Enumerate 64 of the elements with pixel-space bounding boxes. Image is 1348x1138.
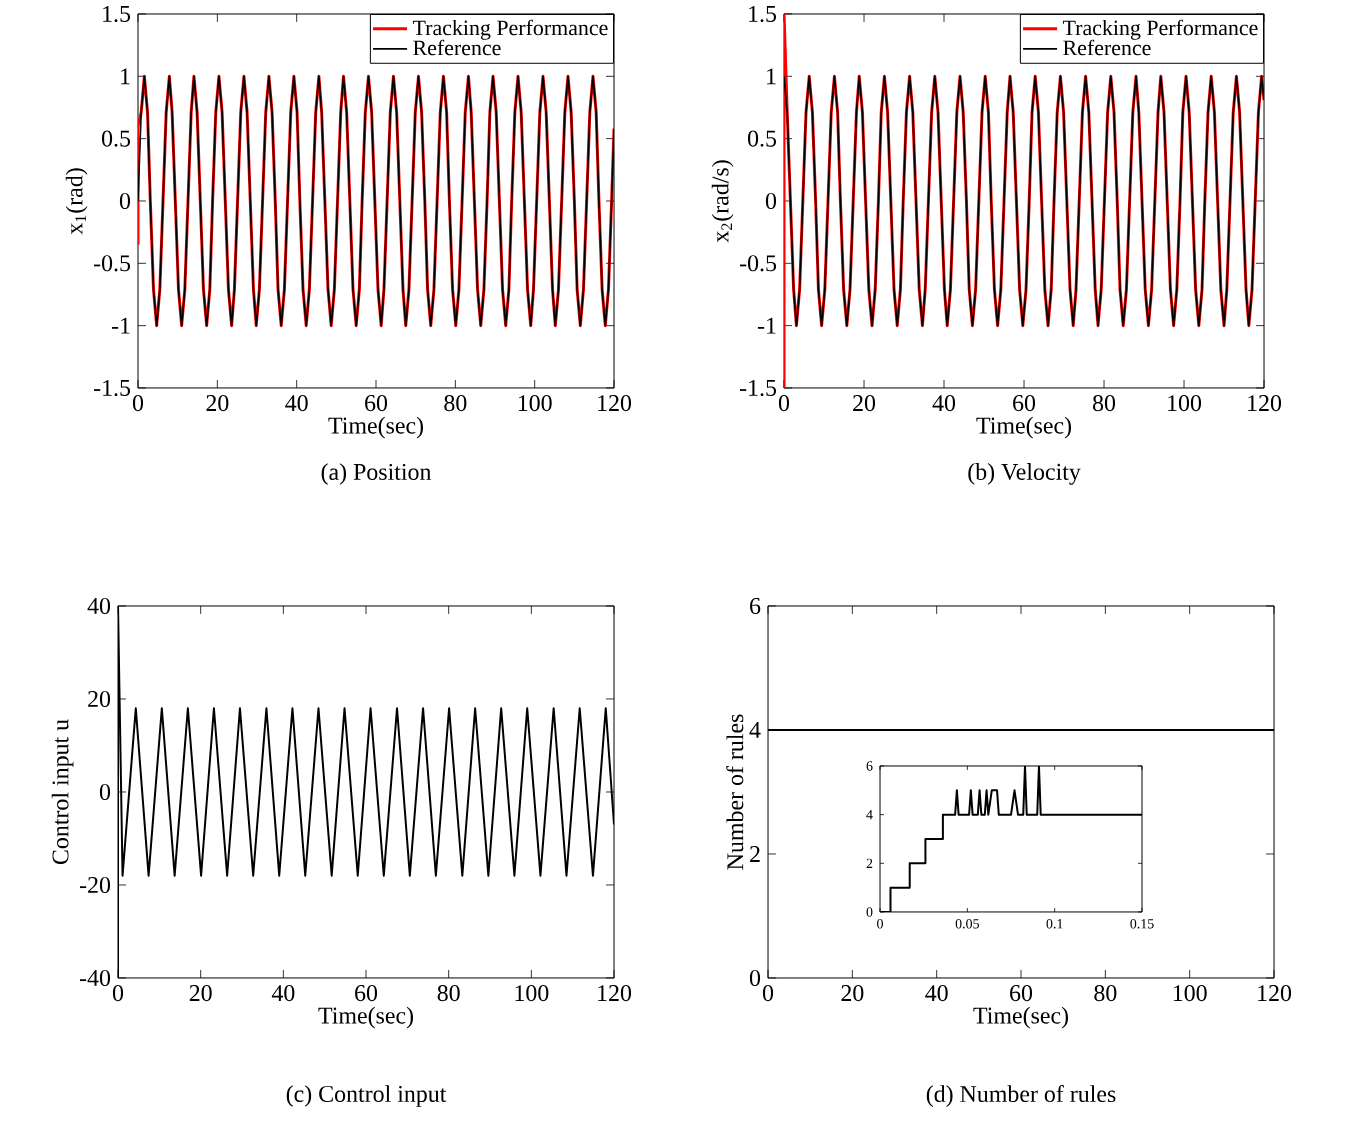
x-tick-label: 120 (598, 395, 632, 412)
y-tick-label: 1.5 (103, 5, 131, 23)
y-tick-label: 1 (767, 68, 776, 85)
x-axis-title: Time(sec) (976, 416, 1072, 439)
x-tick-label: 20 (189, 985, 212, 1002)
x-tick-label: 80 (444, 395, 467, 412)
text: (a) Position (321, 463, 432, 485)
y-tick-label: 1.5 (749, 5, 777, 23)
text: (d) Number of rules (926, 1085, 1116, 1107)
y-tick-label: -1 (111, 317, 130, 334)
y-tick-label: 40 (87, 597, 111, 615)
x-axis-title: Time(sec) (973, 1006, 1069, 1029)
y-tick-label: 0 (765, 192, 777, 210)
legend-label: Tracking Performance (412, 19, 608, 40)
y-tick-label: 2 (750, 846, 760, 862)
legend-label: Reference (1063, 39, 1151, 56)
x-tick-label: 40 (285, 395, 308, 412)
y-tick-label: 0.5 (101, 130, 131, 147)
y-tick-label: 6 (750, 597, 761, 614)
x-axis-title: Time(sec) (318, 1006, 414, 1029)
y-tick-label: 0 (99, 783, 111, 801)
y-tick-label: 20 (88, 690, 111, 708)
x-tick-label: 80 (1094, 985, 1117, 1002)
x-tick-label: 60 (1010, 985, 1033, 1002)
y-tick-label: 0.5 (748, 130, 777, 147)
y-tick-label: -0.5 (94, 255, 131, 272)
x-axis-title: Time(sec) (328, 416, 424, 439)
y-tick-label: -1 (757, 317, 776, 334)
text: (b) Velocity (968, 463, 1081, 485)
x-tick-label: 40 (925, 985, 948, 1002)
y-tick-label: -0.5 (740, 255, 777, 272)
y-tick-label: 0 (749, 969, 761, 987)
y-axis-title: x$_{1}$(rad) (65, 168, 88, 235)
x-tick-label: 100 (518, 395, 552, 412)
legend-label: Tracking Performance (1062, 19, 1258, 40)
legend-label: Reference (413, 39, 501, 56)
x-tick-label: 0 (778, 395, 790, 412)
text: (c) Control input (286, 1085, 447, 1107)
x-tick-label: 120 (1248, 395, 1282, 412)
line-series (784, 13, 1265, 388)
y-tick-label: 4 (749, 722, 761, 738)
y-tick-label: -1.5 (94, 379, 131, 397)
y-axis-title: Control input u (51, 719, 74, 865)
x-tick-label: 60 (355, 985, 378, 1002)
x-tick-label: 0 (132, 395, 144, 412)
y-tick-label: -40 (79, 969, 111, 987)
y-tick-label: 0 (119, 192, 131, 210)
x-tick-label: 120 (598, 985, 632, 1002)
y-tick-label: -1.5 (740, 379, 777, 397)
x-tick-label: 80 (1092, 395, 1116, 412)
x-tick-label: 40 (271, 985, 295, 1002)
y-tick-label: 1 (121, 68, 130, 85)
x-tick-label: 60 (365, 395, 388, 412)
x-tick-label: 60 (1013, 395, 1036, 412)
y-tick-label: -20 (79, 876, 111, 894)
y-axis-title: Number of rules (726, 714, 744, 870)
x-tick-label: 100 (515, 985, 549, 1002)
x-tick-label: 20 (206, 395, 229, 412)
x-tick-label: 80 (437, 985, 460, 1002)
y-axis-title: x$_{2}$(rad/s) (711, 160, 734, 243)
x-tick-label: 120 (1258, 985, 1292, 1002)
x-tick-label: 100 (1168, 395, 1202, 412)
x-tick-label: 100 (1173, 985, 1207, 1002)
x-tick-label: 40 (932, 395, 956, 412)
